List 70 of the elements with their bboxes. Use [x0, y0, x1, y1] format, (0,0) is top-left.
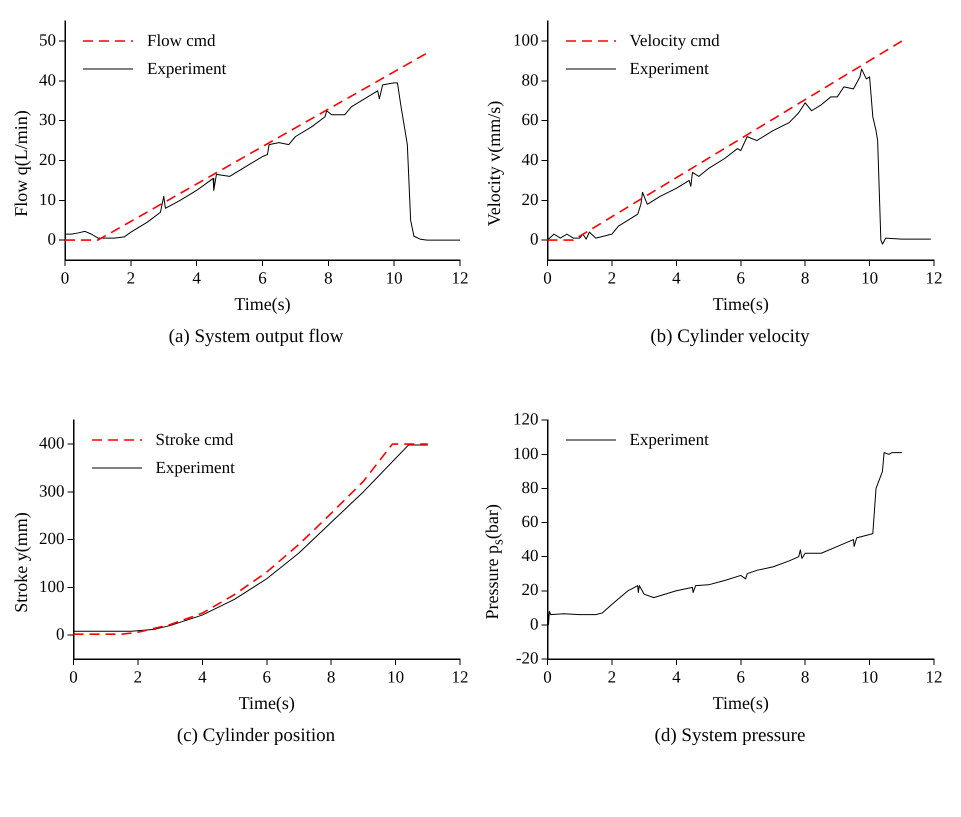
legend-label: Flow cmd — [147, 31, 216, 52]
legend-label: Experiment — [630, 59, 709, 80]
x-tick-label: 0 — [543, 268, 552, 288]
x-tick-label: 10 — [386, 268, 403, 288]
x-tick-label: 10 — [387, 668, 404, 687]
y-tick-label: 100 — [513, 444, 538, 463]
x-tick-label: 0 — [69, 668, 78, 687]
y-tick-label: 60 — [522, 110, 538, 130]
text: (b) Cylinder velocity — [649, 326, 811, 348]
y-tick-label: 20 — [522, 580, 538, 600]
x-tick-label: 8 — [800, 268, 810, 288]
y-tick-label: 400 — [39, 434, 64, 453]
y-tick-label: 20 — [39, 150, 56, 169]
legend-label: Velocity cmd — [630, 31, 720, 52]
x-tick-label: 6 — [736, 668, 745, 687]
y-tick-label: 10 — [39, 190, 56, 209]
legend-label: Experiment — [630, 430, 709, 450]
x-tick-label: 6 — [736, 268, 745, 288]
y-tick-label: 100 — [513, 30, 538, 50]
x-tick-label: 4 — [192, 268, 202, 288]
x-axis-title: Time(s) — [234, 294, 291, 314]
y-axis-title: Velocity v(mm/s) — [484, 100, 506, 226]
x-tick-label: 8 — [800, 668, 810, 687]
x-tick-label: 4 — [198, 668, 208, 687]
x-tick-label: 4 — [672, 668, 682, 687]
x-axis-title: Time(s) — [712, 294, 769, 314]
x-tick-label: 12 — [452, 268, 468, 288]
x-tick-label: 2 — [134, 668, 142, 687]
y-tick-label: 0 — [530, 230, 538, 249]
y-axis-title: Stroke y(mm) — [10, 512, 32, 612]
x-tick-label: 8 — [326, 668, 336, 687]
y-tick-label: 200 — [39, 529, 64, 548]
x-tick-label: 6 — [258, 268, 267, 288]
legend-label: Experiment — [147, 59, 226, 80]
y-tick-label: 80 — [522, 478, 538, 497]
legend-label: Experiment — [156, 458, 235, 478]
y-tick-label: 20 — [522, 190, 538, 209]
y-tick-label: 40 — [522, 546, 538, 566]
y-tick-label: 0 — [56, 624, 64, 644]
x-tick-label: 2 — [608, 268, 616, 288]
y-axis-title: Flow q(L/min) — [10, 110, 32, 216]
x-tick-label: 0 — [543, 668, 552, 687]
y-tick-label: 300 — [39, 481, 64, 500]
x-tick-label: 12 — [926, 268, 942, 288]
y-tick-label: 60 — [522, 512, 538, 532]
x-tick-label: 12 — [926, 668, 942, 687]
x-tick-label: 10 — [861, 268, 878, 288]
y-tick-label: 100 — [39, 576, 64, 596]
legend-label: Stroke cmd — [156, 430, 234, 450]
y-tick-label: 50 — [39, 30, 56, 50]
x-axis-title: Time(s) — [238, 692, 295, 713]
x-tick-label: 12 — [452, 668, 468, 687]
x-axis-title: Time(s) — [712, 692, 769, 713]
text: (d) System pressure — [654, 725, 806, 747]
y-tick-label: 40 — [522, 150, 538, 169]
x-tick-label: 8 — [324, 268, 333, 288]
x-tick-label: 10 — [861, 668, 878, 687]
y-tick-label: 40 — [39, 70, 56, 90]
y-tick-label: 0 — [48, 230, 56, 249]
x-tick-label: 4 — [672, 268, 682, 288]
y-tick-label: 80 — [522, 70, 538, 90]
y-tick-label: 30 — [39, 110, 56, 130]
text: (a) System output flow — [168, 326, 344, 348]
x-tick-label: 6 — [262, 668, 271, 687]
x-tick-label: 2 — [608, 668, 616, 687]
y-tick-label: 0 — [530, 614, 538, 634]
y-tick-label: 120 — [513, 410, 538, 429]
x-tick-label: 2 — [126, 268, 136, 288]
y-tick-label: -20 — [516, 648, 538, 668]
text: (c) Cylinder position — [176, 725, 336, 747]
